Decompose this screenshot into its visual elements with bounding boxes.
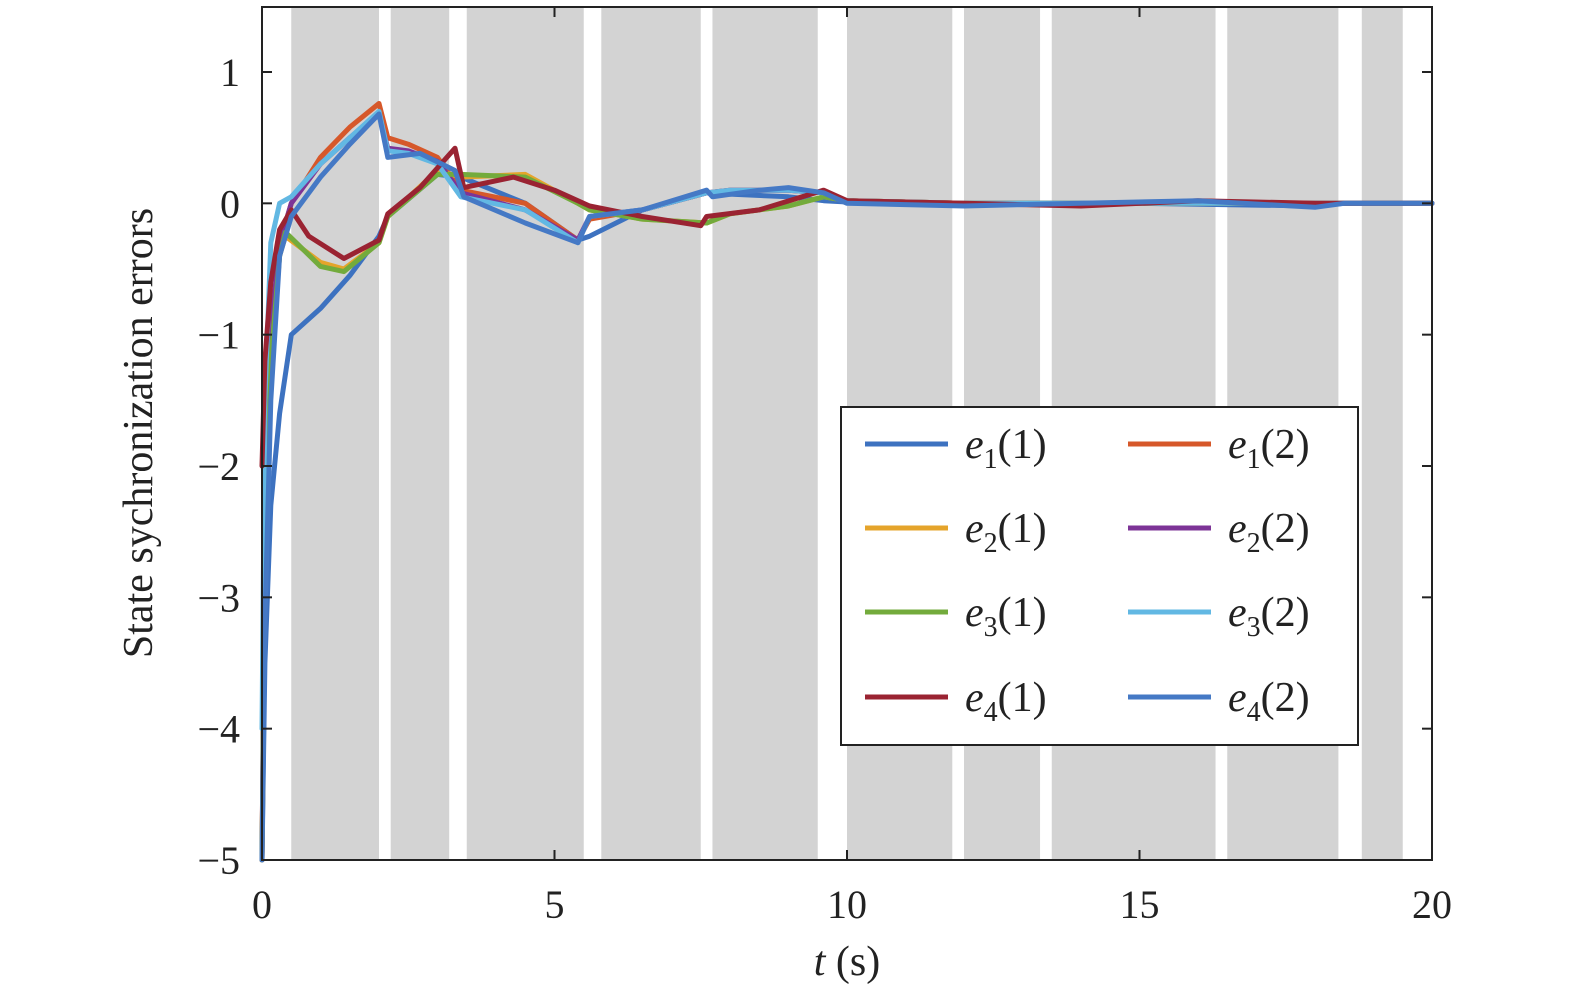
legend-box <box>840 406 1359 746</box>
y-tick-label: −2 <box>197 444 240 489</box>
shaded-interval <box>291 7 379 860</box>
x-tick-label: 10 <box>827 882 867 927</box>
series-line-e4-2 <box>259 111 1435 863</box>
legend-label: e2(2) <box>1228 506 1310 559</box>
legend-label: e3(1) <box>965 590 1047 643</box>
x-axis-label: t (s) <box>814 939 881 985</box>
series-lines <box>259 101 1435 863</box>
shaded-interval <box>390 7 450 860</box>
shaded-interval <box>466 7 584 860</box>
legend-label: e4(2) <box>1228 675 1310 728</box>
shaded-interval <box>1361 7 1403 860</box>
x-tick-label: 0 <box>252 882 272 927</box>
shaded-interval <box>601 7 701 860</box>
y-tick-label: 1 <box>220 50 240 95</box>
x-axis-variable: t <box>814 939 827 985</box>
legend-label: e1(2) <box>1228 422 1310 475</box>
x-tick-label: 20 <box>1412 882 1452 927</box>
y-axis-label: State sychronization errors <box>116 208 162 658</box>
x-tick-label: 15 <box>1120 882 1160 927</box>
y-tick-label: −5 <box>197 838 240 883</box>
legend-label: e4(1) <box>965 675 1047 728</box>
y-ticks: −5 −4 −3 −2 −1 0 1 <box>197 50 1432 883</box>
legend-label: e1(1) <box>965 422 1047 475</box>
shaded-interval <box>712 7 818 860</box>
x-ticks: 0 5 10 15 20 <box>252 7 1452 927</box>
x-tick-label: 5 <box>545 882 565 927</box>
y-tick-label: −4 <box>197 707 240 752</box>
legend: e1(1) e1(2) e2(1) e2(2) e3(1) e3(2) e4(1) e4(2) <box>840 406 1359 746</box>
legend-label: e2(1) <box>965 506 1047 559</box>
y-tick-label: −3 <box>197 575 240 620</box>
y-tick-label: 0 <box>220 181 240 226</box>
y-tick-label: −1 <box>197 313 240 358</box>
x-axis-unit: (s) <box>825 939 880 985</box>
legend-label: e3(2) <box>1228 590 1310 643</box>
